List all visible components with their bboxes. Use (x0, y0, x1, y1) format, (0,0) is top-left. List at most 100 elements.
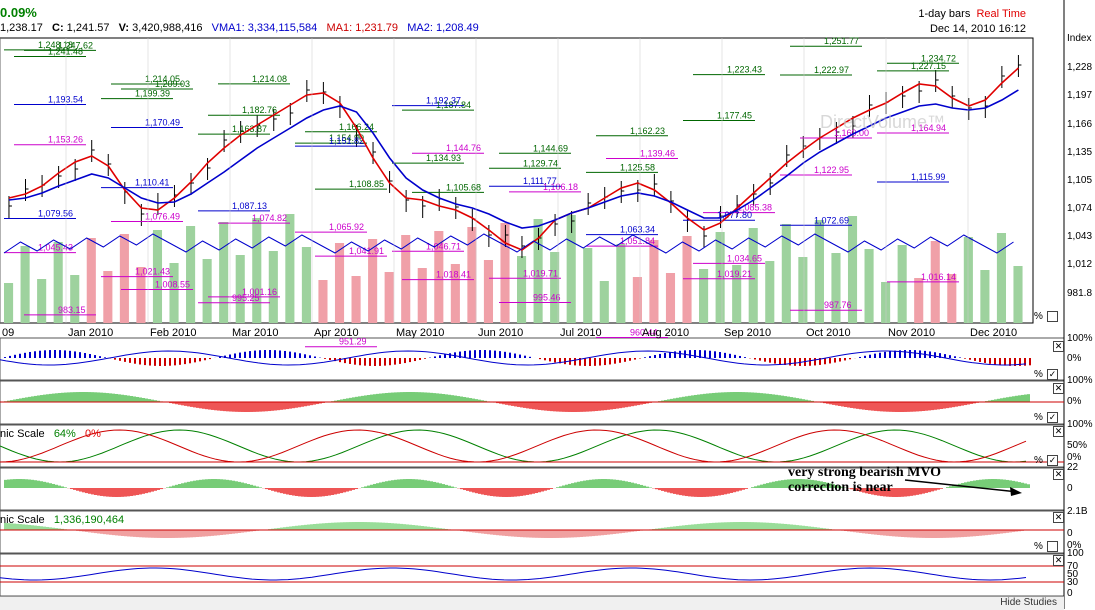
close-pane4-icon[interactable]: ✕ (1053, 469, 1064, 480)
close-pane5-icon[interactable]: ✕ (1053, 512, 1064, 523)
volume-bar (318, 280, 327, 323)
pane4-area (7, 480, 10, 488)
pane4-area (196, 480, 199, 488)
pane2-area (751, 392, 754, 402)
pane2-area (694, 395, 697, 402)
pane4-area (289, 488, 292, 495)
pane2-area (865, 402, 868, 410)
close-pane3-icon[interactable]: ✕ (1053, 426, 1064, 437)
pane1-bar (519, 355, 521, 358)
pane5-area (496, 530, 499, 535)
pane2-area (934, 402, 937, 410)
p6-tick: 30 (1067, 577, 1078, 588)
close-pane6-icon[interactable]: ✕ (1053, 555, 1064, 566)
pane2-area (844, 402, 847, 407)
volume-bar (484, 260, 493, 323)
pane2-area (247, 402, 250, 412)
pane2-area (511, 402, 514, 406)
pane4-area (673, 488, 676, 494)
pane5-area (676, 526, 679, 530)
pane3-checkbox[interactable]: ✓ (1047, 455, 1058, 466)
pane2-area (346, 398, 349, 402)
pane5-area (586, 530, 589, 537)
pane2-area (628, 402, 631, 407)
blue-level-label: 1,192.37 (426, 96, 461, 106)
pane4-area (709, 488, 712, 497)
pane1-bar (64, 350, 66, 358)
volume-bar (765, 261, 774, 323)
pane1-bar (649, 356, 651, 358)
pct-checkbox[interactable] (1047, 311, 1058, 322)
month-label: Sep 2010 (724, 327, 771, 339)
pane2-area (781, 396, 784, 402)
pane1-bar (209, 358, 211, 359)
pane5-area (181, 530, 184, 538)
pane1-bar (769, 358, 771, 363)
pane1-bar (669, 352, 671, 358)
pane2-checkbox[interactable]: ✓ (1047, 412, 1058, 423)
pane4-area (223, 480, 226, 488)
pane2-area (916, 402, 919, 411)
pane4-area (712, 488, 715, 496)
month-label: May 2010 (396, 327, 444, 339)
pane1-bar (914, 350, 916, 358)
pane4-area (106, 488, 109, 497)
pane1-bar (909, 350, 911, 358)
pane5-area (673, 526, 676, 530)
pane1-bar (409, 358, 411, 362)
pane4-area (706, 488, 709, 497)
pane1-bar (724, 353, 726, 358)
pane5-area (421, 526, 424, 530)
pane5-area (145, 530, 148, 538)
volume-bar (600, 281, 609, 323)
close-pane1-icon[interactable]: ✕ (1053, 341, 1064, 352)
volume-bar (831, 253, 840, 323)
pane1-bar (354, 358, 356, 365)
pane2-area (127, 396, 130, 402)
pane1-bar (509, 353, 511, 358)
pane5-area (757, 522, 760, 530)
magenta-level-label: 1,139.46 (640, 149, 675, 159)
pane1-bar (849, 358, 851, 359)
pane4-area (385, 481, 388, 488)
month-label: Dec 2010 (970, 327, 1017, 339)
pane4-area (988, 479, 991, 488)
pane1-bar (349, 358, 351, 364)
pane1-bar (604, 358, 606, 365)
pane5-area (124, 530, 127, 536)
pane2-area (283, 402, 286, 409)
pane5-area (142, 530, 145, 537)
annotation-line2: correction is near (788, 480, 941, 495)
pane4-area (730, 488, 733, 493)
pane5-area (304, 525, 307, 530)
hide-studies-button[interactable]: Hide Studies (1000, 597, 1057, 608)
pane5-checkbox[interactable] (1047, 541, 1058, 552)
pane1-bar (474, 350, 476, 358)
pane1-checkbox[interactable]: ✓ (1047, 369, 1058, 380)
close-pane2-icon[interactable]: ✕ (1053, 383, 1064, 394)
price-tick: 1,074 (1067, 203, 1092, 214)
pane5-area (865, 530, 868, 534)
pane1-bar (479, 350, 481, 358)
pane2-area (361, 396, 364, 402)
pane1-bar (664, 353, 666, 358)
pane4-area (613, 480, 616, 488)
green-level-label: 1,129.74 (523, 158, 558, 168)
pane5-area (130, 530, 133, 537)
pane5-area (295, 526, 298, 530)
pane5-area (907, 530, 910, 537)
volume-bar (252, 218, 261, 323)
pane4-area (181, 483, 184, 488)
pane2-area (709, 393, 712, 402)
pane2-area (796, 398, 799, 402)
pane5-area (115, 530, 118, 535)
pane1-bar (1029, 358, 1031, 365)
pane5-area (403, 524, 406, 530)
pane1-bar (124, 358, 126, 362)
pane4-area (775, 481, 778, 488)
pane1-bar (624, 358, 626, 362)
pane1-bar (694, 350, 696, 358)
pane2-area (289, 402, 292, 409)
pane2-area (946, 402, 949, 408)
